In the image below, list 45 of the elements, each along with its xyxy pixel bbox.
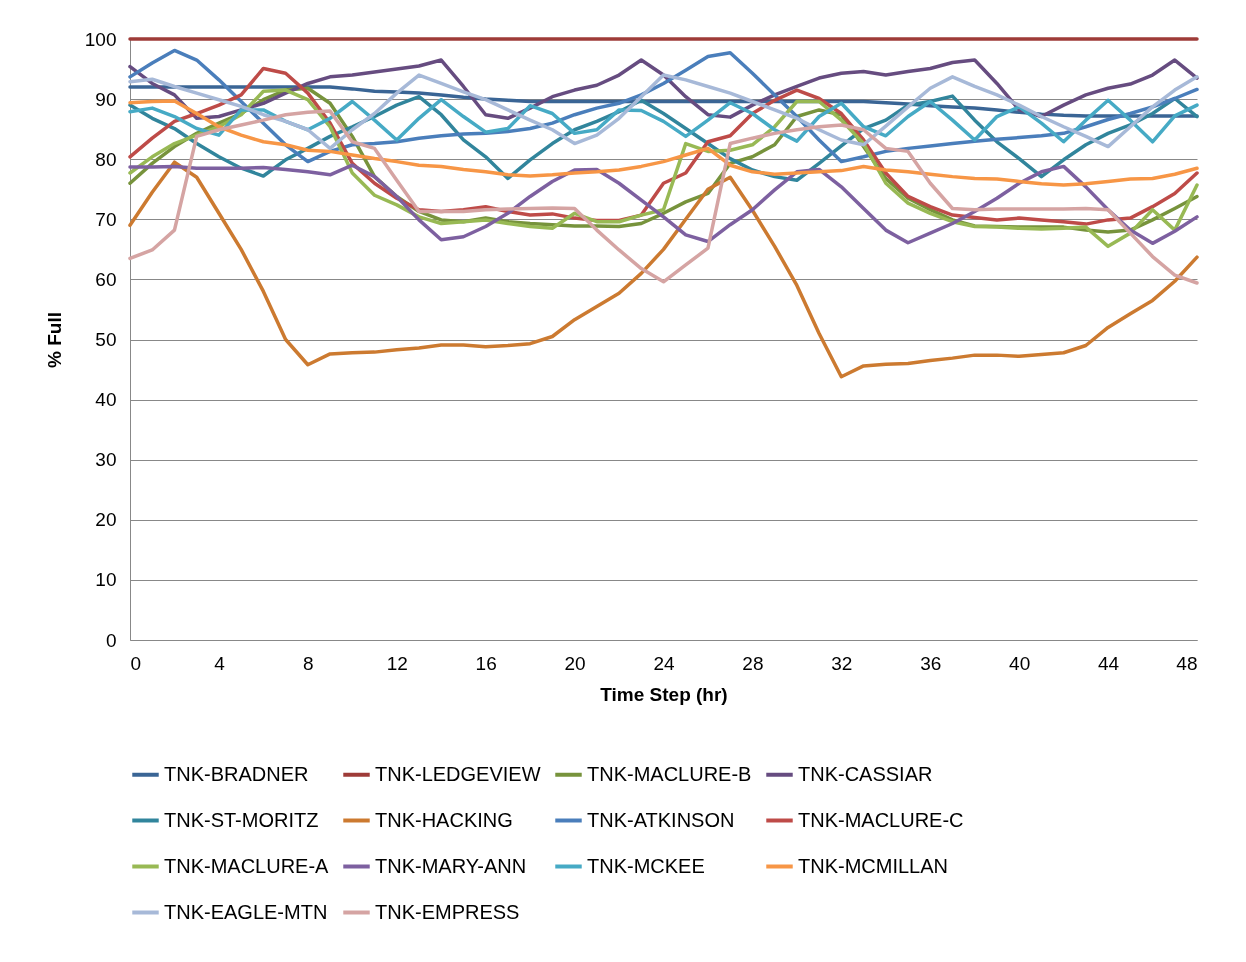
x-tick-label: 24 <box>653 652 675 674</box>
line-series <box>128 160 1199 379</box>
line-series <box>128 109 1199 285</box>
legend-label: TNK-EAGLE-MTN <box>164 900 328 923</box>
legend-label: TNK-LEDGEVIEW <box>375 762 541 785</box>
legend-label: TNK-MACLURE-C <box>798 808 964 831</box>
y-tick-label: 20 <box>95 509 117 531</box>
y-tick-label: 40 <box>95 389 117 411</box>
legend-label: TNK-MCKEE <box>587 854 705 877</box>
y-tick-label: 30 <box>95 449 117 471</box>
legend-label: TNK-HACKING <box>375 808 513 831</box>
x-tick-label: 40 <box>1009 652 1031 674</box>
y-tick-label: 100 <box>84 28 117 50</box>
x-tick-label: 4 <box>214 652 226 674</box>
legend-label: TNK-ST-MORITZ <box>164 808 319 831</box>
legend-label: TNK-BRADNER <box>164 762 309 785</box>
x-tick-label: 44 <box>1098 652 1120 674</box>
line-series <box>128 163 1199 246</box>
x-tick-label: 48 <box>1176 652 1198 674</box>
legend-label: TNK-CASSIAR <box>798 762 933 785</box>
legend-label: TNK-MACLURE-B <box>587 762 752 785</box>
legend-label: TNK-EMPRESS <box>375 900 520 923</box>
y-tick-label: 60 <box>95 268 117 290</box>
legend-label: TNK-MARY-ANN <box>375 854 527 877</box>
x-tick-label: 36 <box>920 652 942 674</box>
x-tick-label: 0 <box>130 652 142 674</box>
line-series <box>128 97 1199 144</box>
x-tick-label: 32 <box>831 652 853 674</box>
x-tick-label: 16 <box>475 652 497 674</box>
y-tick-label: 80 <box>95 148 117 170</box>
y-tick-label: 10 <box>95 569 117 591</box>
legend-label: TNK-MCMILLAN <box>798 854 949 877</box>
legend-label: TNK-ATKINSON <box>587 808 735 831</box>
x-tick-label: 20 <box>564 652 586 674</box>
x-tick-label: 8 <box>303 652 314 674</box>
x-tick-label: 28 <box>742 652 764 674</box>
legend-label: TNK-MACLURE-A <box>164 854 330 877</box>
y-tick-label: 70 <box>95 208 117 230</box>
y-tick-label: 90 <box>95 88 117 110</box>
y-tick-label: 50 <box>95 329 117 350</box>
x-tick-label: 12 <box>386 652 408 674</box>
y-tick-label: 0 <box>105 629 117 651</box>
line-series <box>128 73 1199 151</box>
x-axis-title: Time Step (hr) <box>600 683 728 705</box>
y-axis-title: % Full <box>43 312 65 368</box>
